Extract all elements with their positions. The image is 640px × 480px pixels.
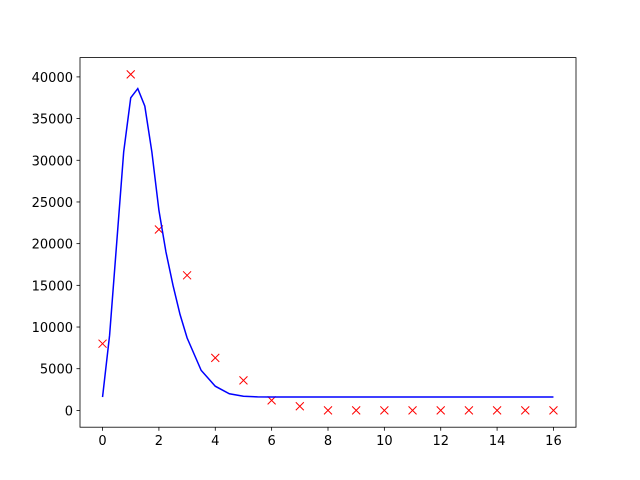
y-tick-label: 10000 bbox=[32, 321, 73, 336]
x-marker bbox=[210, 353, 220, 363]
x-tick-label: 12 bbox=[432, 434, 449, 449]
x-tick-label: 2 bbox=[155, 434, 163, 449]
x-marker bbox=[182, 270, 192, 280]
x-marker bbox=[98, 339, 107, 349]
x-tick-label: 6 bbox=[267, 434, 275, 449]
x-tick-label: 14 bbox=[489, 434, 506, 449]
x-marker bbox=[464, 406, 474, 415]
x-tick-label: 8 bbox=[324, 434, 332, 449]
y-tick-label: 0 bbox=[65, 404, 73, 419]
x-marker bbox=[239, 376, 248, 385]
x-tick-label: 10 bbox=[376, 434, 393, 449]
x-marker bbox=[323, 406, 333, 415]
x-marker bbox=[436, 406, 446, 415]
x-marker bbox=[380, 406, 389, 415]
curve bbox=[101, 87, 554, 398]
x-marker bbox=[520, 406, 530, 415]
y-tick-label: 35000 bbox=[32, 113, 73, 128]
x-tick-label: 4 bbox=[211, 434, 219, 449]
y-tick-label: 40000 bbox=[32, 71, 73, 86]
x-marker bbox=[126, 70, 136, 79]
y-tick-label: 5000 bbox=[40, 363, 73, 378]
y-tick-label: 20000 bbox=[32, 238, 73, 253]
x-tick-label: 16 bbox=[545, 434, 562, 449]
x-marker bbox=[351, 406, 361, 415]
x-marker bbox=[295, 401, 305, 411]
x-marker bbox=[408, 406, 417, 415]
y-tick-label: 15000 bbox=[32, 279, 73, 294]
y-tick-label: 30000 bbox=[32, 154, 73, 169]
x-marker bbox=[549, 406, 558, 415]
y-tick-label: 25000 bbox=[32, 196, 73, 211]
plot-frame bbox=[79, 57, 577, 428]
x-tick-label: 0 bbox=[98, 434, 106, 449]
x-marker bbox=[492, 406, 502, 415]
